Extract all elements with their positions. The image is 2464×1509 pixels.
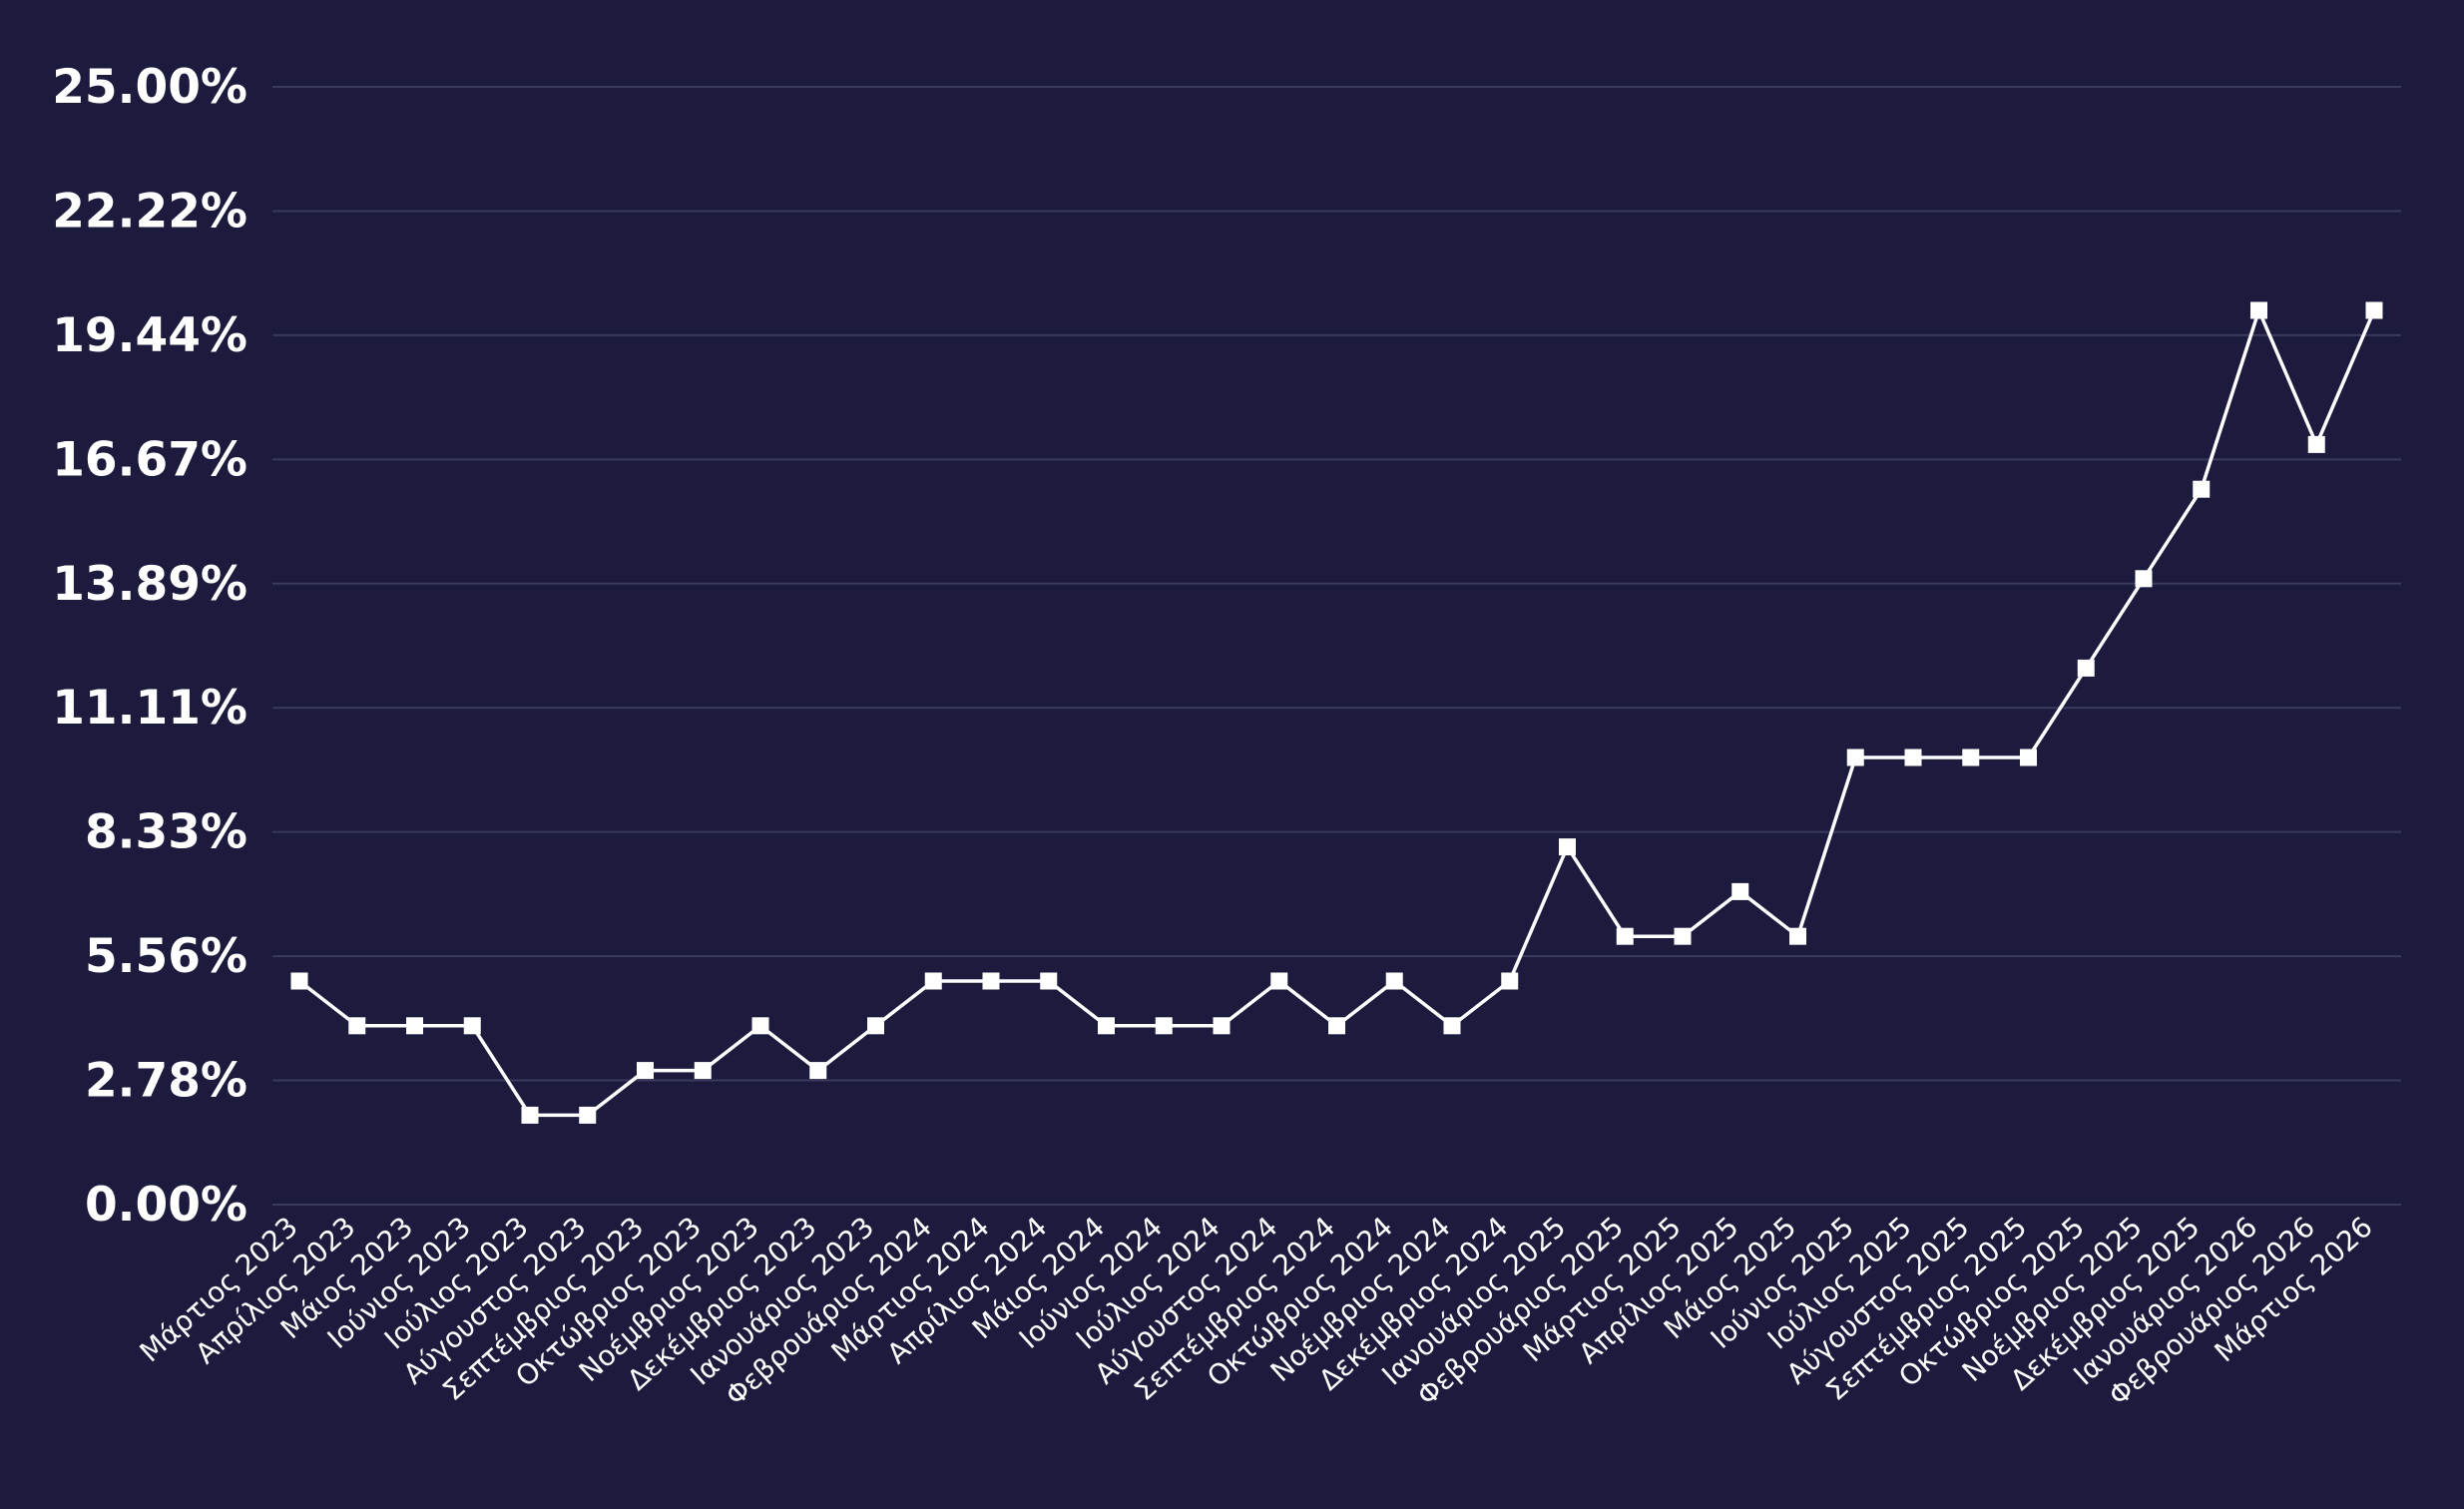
data-point-marker: [982, 972, 1000, 990]
y-tick-label: 11.11%: [52, 681, 247, 736]
data-point-marker: [406, 1017, 423, 1035]
series-line: [297, 305, 2376, 1118]
data-point-marker: [1616, 927, 1634, 945]
data-point-marker: [751, 1017, 769, 1035]
data-point-marker: [637, 1062, 654, 1080]
data-point-marker: [2077, 659, 2095, 677]
data-point-marker: [290, 972, 308, 990]
y-tick-label: 22.22%: [52, 184, 247, 239]
data-point-marker: [348, 1017, 366, 1035]
data-point-marker: [2193, 480, 2211, 498]
data-point-marker: [1501, 972, 1519, 990]
data-point-marker: [1328, 1017, 1345, 1035]
y-tick-label: 0.00%: [85, 1178, 247, 1233]
data-point-marker: [1443, 1017, 1461, 1035]
data-point-marker: [1559, 838, 1576, 856]
data-point-marker: [1846, 749, 1864, 766]
y-tick-label: 25.00%: [52, 60, 247, 115]
y-tick-label: 2.78%: [85, 1054, 247, 1109]
data-point-marker: [924, 972, 942, 990]
data-point-marker: [1155, 1017, 1173, 1035]
y-tick-label: 13.89%: [52, 557, 247, 612]
data-point-marker: [694, 1062, 712, 1080]
data-point-marker: [463, 1017, 481, 1035]
data-point-marker: [809, 1062, 827, 1080]
y-tick-label: 16.67%: [52, 432, 247, 487]
data-point-marker: [2135, 570, 2153, 588]
data-point-marker: [1731, 882, 1749, 900]
data-point-marker: [1789, 927, 1806, 945]
data-point-marker: [2307, 435, 2325, 453]
data-point-marker: [521, 1106, 539, 1124]
data-point-marker: [1040, 972, 1058, 990]
data-point-marker: [1385, 972, 1403, 990]
y-tick-label: 8.33%: [85, 805, 247, 860]
data-point-marker: [579, 1106, 597, 1124]
data-point-marker: [2365, 301, 2383, 319]
y-tick-label: 19.44%: [52, 308, 247, 363]
series-layer: [290, 301, 2383, 1124]
data-point-marker: [1962, 749, 1980, 766]
data-point-marker: [2250, 301, 2267, 319]
data-point-marker: [1270, 972, 1288, 990]
data-point-marker: [867, 1017, 884, 1035]
y-axis-ticks: 0.00% 2.78% 5.56% 8.33% 11.11% 13.89% 16.67% 19…: [52, 60, 247, 1233]
data-point-marker: [1904, 749, 1922, 766]
data-point-marker: [1674, 927, 1692, 945]
y-tick-label: 5.56%: [85, 929, 247, 984]
data-point-marker: [1098, 1017, 1115, 1035]
data-point-marker: [1213, 1017, 1231, 1035]
data-point-marker: [2020, 749, 2037, 766]
grid-lines: [272, 86, 2401, 1206]
